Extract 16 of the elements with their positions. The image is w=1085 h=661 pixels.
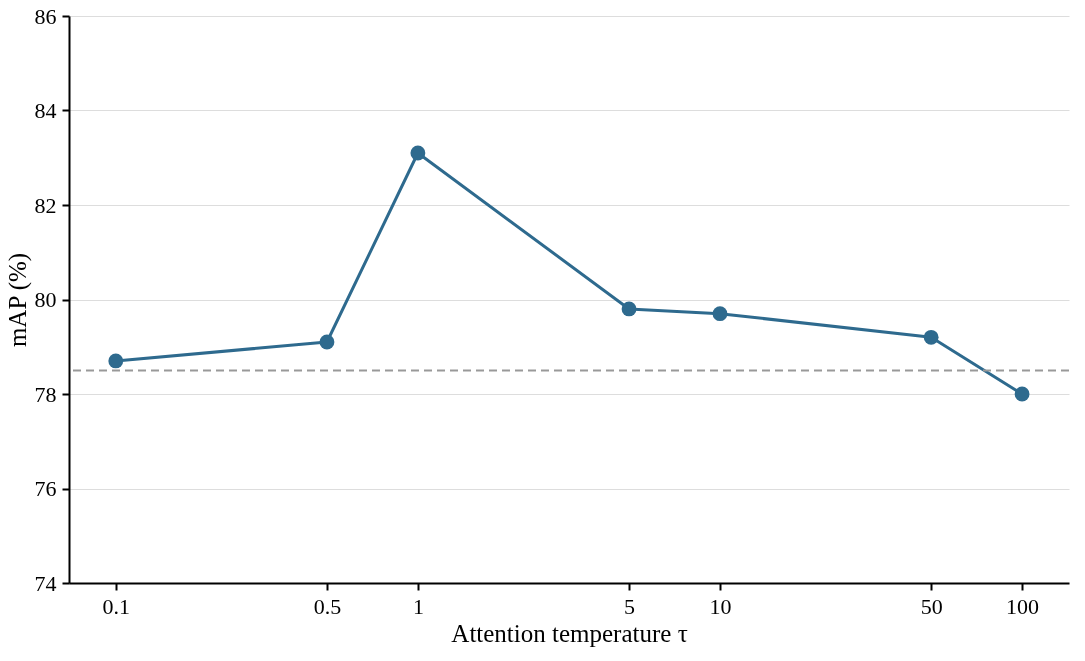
x-tick-label: 0.5 [313, 593, 342, 619]
x-tick-label: 5 [624, 593, 636, 619]
y-tick-label: 86 [34, 3, 57, 29]
y-tick-label: 80 [34, 287, 57, 312]
x-tick-label: 50 [920, 593, 943, 619]
x-tick-label: 1 [412, 593, 424, 619]
x-axis-title: Attention temperature τ [451, 619, 688, 647]
x-tick-label: 0.1 [102, 593, 131, 619]
y-tick-label: 84 [34, 98, 57, 123]
y-tick-label: 82 [34, 192, 57, 218]
x-tick-label: 10 [709, 593, 732, 619]
y-tick-label: 76 [34, 476, 57, 501]
y-tick-label: 78 [34, 381, 57, 407]
y-axis-title: mAP (%) [3, 252, 32, 348]
x-tick-label: 100 [1006, 593, 1040, 619]
y-tick-label: 74 [34, 570, 57, 596]
